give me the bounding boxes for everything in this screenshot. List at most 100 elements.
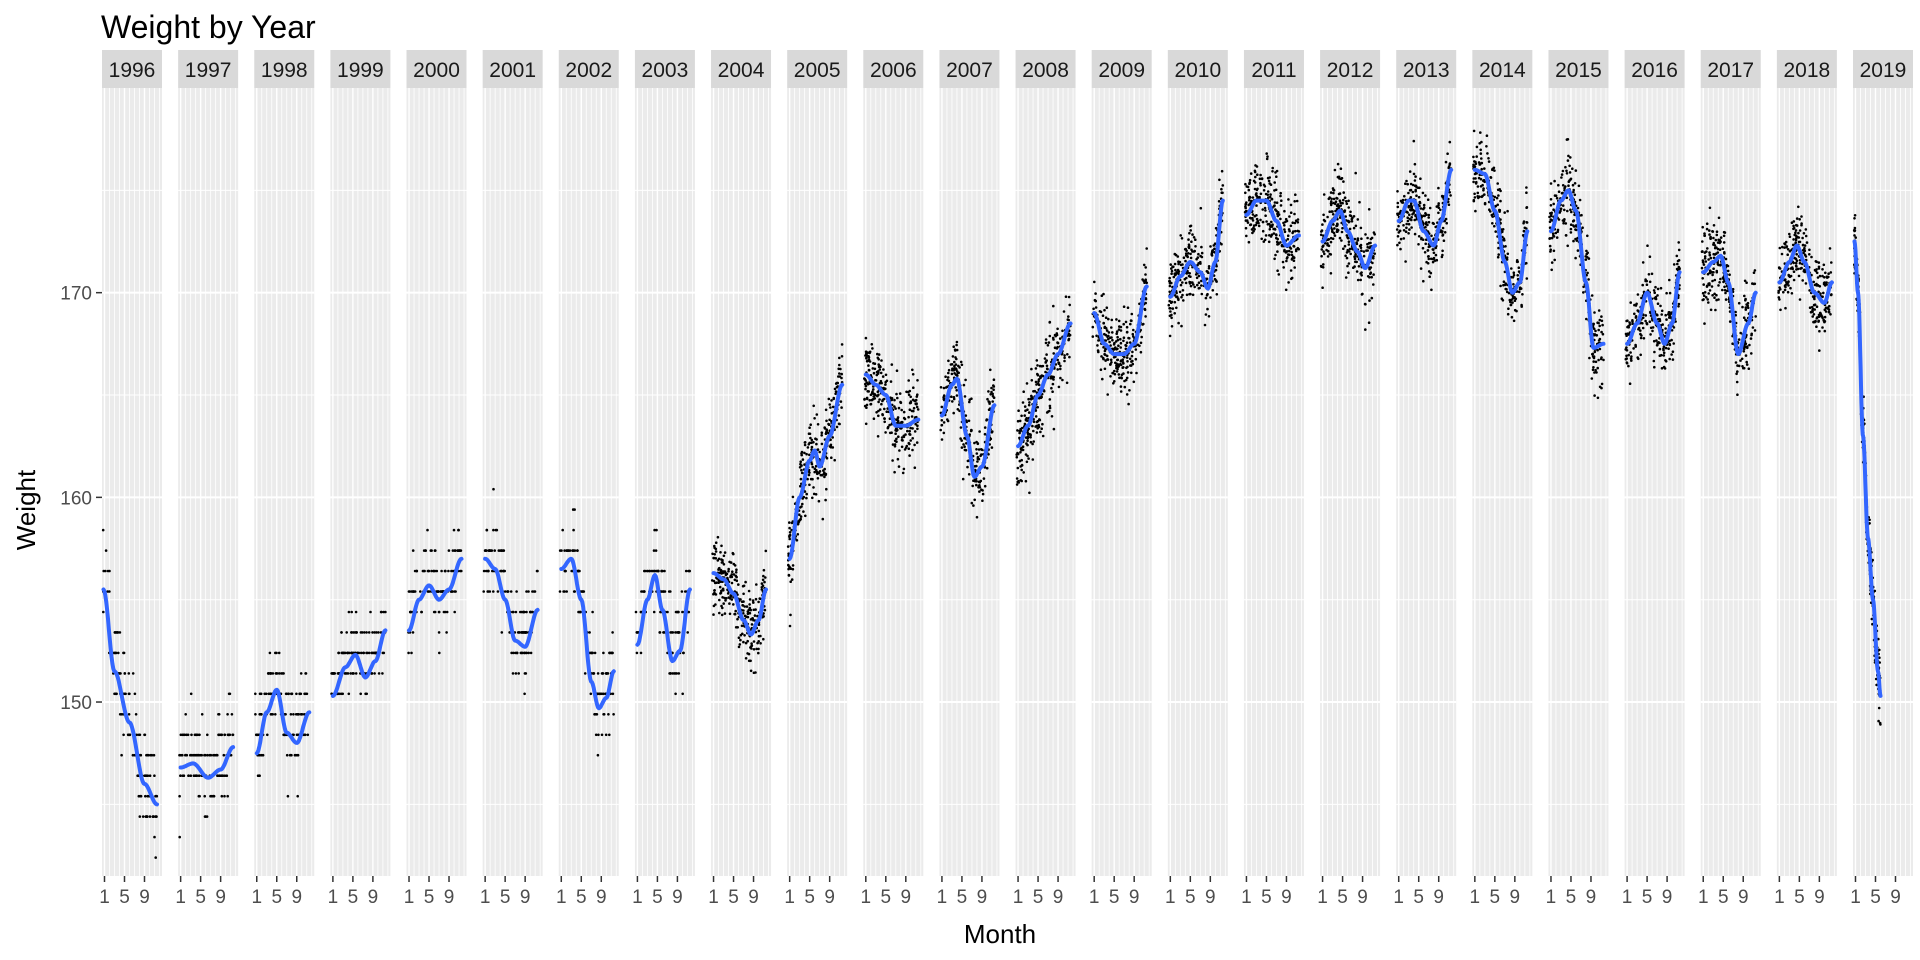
data-point bbox=[761, 578, 765, 582]
data-point bbox=[1194, 238, 1197, 241]
facet-strip-2014 bbox=[1472, 50, 1533, 88]
points-1998 bbox=[254, 651, 310, 798]
data-point bbox=[942, 431, 946, 435]
data-point bbox=[1048, 398, 1052, 401]
data-point bbox=[946, 378, 949, 382]
data-point bbox=[712, 556, 715, 560]
data-point bbox=[1418, 186, 1421, 190]
data-point bbox=[1326, 242, 1329, 245]
chart-title: Weight by Year bbox=[101, 9, 316, 45]
data-point bbox=[713, 589, 716, 592]
data-point bbox=[1336, 222, 1339, 226]
data-point bbox=[408, 590, 412, 593]
data-point bbox=[1326, 215, 1329, 219]
data-point bbox=[563, 549, 566, 552]
data-point bbox=[1042, 389, 1046, 393]
data-point bbox=[1333, 168, 1337, 172]
data-point bbox=[597, 733, 600, 737]
data-point bbox=[902, 467, 906, 471]
data-point bbox=[187, 774, 190, 777]
data-point bbox=[1251, 213, 1255, 216]
data-point bbox=[1266, 155, 1269, 158]
data-point bbox=[881, 413, 884, 416]
data-point bbox=[1015, 477, 1019, 480]
data-point bbox=[947, 371, 950, 375]
data-point bbox=[1431, 221, 1435, 225]
data-point bbox=[1408, 228, 1411, 231]
data-point bbox=[1553, 179, 1556, 183]
x-tick-label: 1 bbox=[708, 887, 719, 908]
data-point bbox=[1561, 191, 1564, 195]
facet-strip-label: 2004 bbox=[718, 59, 765, 82]
data-point bbox=[1051, 390, 1054, 394]
x-tick-label: 9 bbox=[291, 887, 302, 908]
data-point bbox=[1364, 233, 1367, 236]
data-point bbox=[800, 468, 803, 472]
data-point bbox=[838, 356, 841, 360]
data-point bbox=[1020, 463, 1024, 467]
data-point bbox=[1402, 224, 1405, 227]
data-point bbox=[970, 429, 973, 432]
data-point bbox=[1026, 408, 1029, 412]
data-point bbox=[354, 610, 358, 614]
data-point bbox=[953, 360, 956, 364]
data-point bbox=[1263, 206, 1267, 210]
data-point bbox=[1425, 221, 1428, 224]
data-point bbox=[1113, 372, 1117, 376]
data-point bbox=[1283, 230, 1287, 234]
data-point bbox=[1356, 237, 1360, 240]
smooth-line-2005 bbox=[787, 382, 845, 561]
data-point bbox=[940, 423, 944, 427]
data-point bbox=[152, 753, 156, 757]
x-tick-label: 1 bbox=[632, 887, 643, 908]
data-point bbox=[354, 672, 358, 675]
data-point bbox=[144, 794, 147, 798]
data-point bbox=[911, 373, 915, 376]
data-point bbox=[1271, 170, 1274, 173]
data-point bbox=[1187, 245, 1190, 249]
data-point bbox=[790, 578, 794, 581]
data-point bbox=[223, 774, 227, 777]
data-point bbox=[973, 479, 977, 483]
data-point bbox=[1132, 328, 1135, 332]
data-point bbox=[744, 641, 748, 645]
data-point bbox=[1434, 225, 1437, 229]
data-point bbox=[1569, 178, 1572, 181]
data-point bbox=[671, 672, 675, 675]
data-point bbox=[1520, 305, 1523, 308]
data-point bbox=[1065, 381, 1069, 385]
data-point bbox=[944, 386, 948, 389]
data-point bbox=[1497, 194, 1500, 197]
data-point bbox=[1142, 322, 1145, 326]
data-point bbox=[350, 631, 353, 634]
data-point bbox=[1346, 264, 1349, 268]
data-point bbox=[1370, 296, 1374, 300]
data-point bbox=[1052, 338, 1055, 341]
data-point bbox=[752, 601, 755, 604]
data-point bbox=[639, 651, 643, 655]
data-point bbox=[1048, 406, 1052, 410]
data-point bbox=[1342, 191, 1345, 194]
data-point bbox=[133, 692, 137, 696]
data-point bbox=[1123, 379, 1126, 383]
data-point bbox=[1174, 268, 1177, 272]
x-tick-label: 9 bbox=[368, 887, 379, 908]
data-point bbox=[493, 549, 497, 552]
facet-strip-2004 bbox=[711, 50, 772, 88]
data-point bbox=[1128, 389, 1131, 392]
data-point bbox=[1566, 138, 1570, 141]
data-point bbox=[834, 382, 838, 385]
data-point bbox=[1122, 339, 1125, 343]
x-tick-label: 1 bbox=[175, 887, 186, 908]
data-point bbox=[1176, 255, 1180, 258]
data-point bbox=[1494, 204, 1498, 208]
data-point bbox=[834, 390, 838, 393]
data-point bbox=[1408, 213, 1411, 217]
data-point bbox=[963, 445, 966, 449]
x-tick-label: 9 bbox=[1357, 887, 1368, 908]
data-point bbox=[893, 398, 896, 402]
data-point bbox=[905, 444, 909, 448]
data-point bbox=[154, 815, 158, 818]
facet-panel-2000 bbox=[406, 88, 467, 876]
data-point bbox=[897, 465, 901, 468]
